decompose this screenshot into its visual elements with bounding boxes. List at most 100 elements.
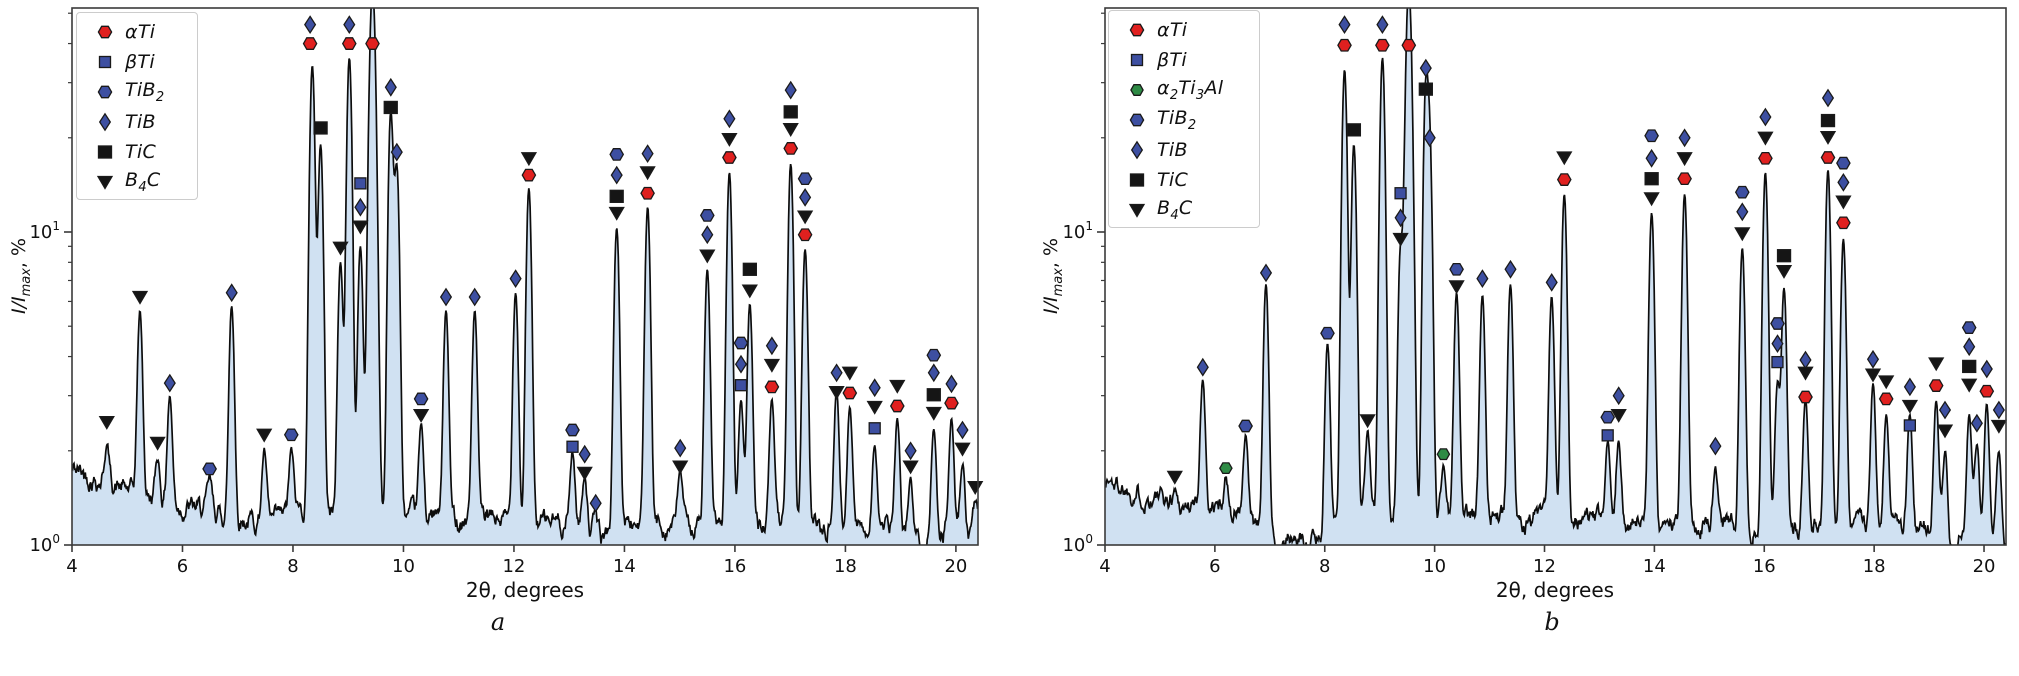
legend-item: TiB2 xyxy=(85,77,197,107)
beta-ti-marker-icon xyxy=(566,440,579,453)
legend-item-label: βTi xyxy=(1157,49,1187,71)
b4c-marker-icon xyxy=(1961,378,1978,393)
tib-marker-icon xyxy=(578,444,591,464)
x-tick-label: 6 xyxy=(1209,556,1220,577)
panel-a-xaxis-title: 2θ, degrees xyxy=(465,578,585,602)
tib2-marker-icon xyxy=(202,462,217,476)
tic-marker-icon xyxy=(783,105,798,119)
red-legend-marker-icon xyxy=(1117,18,1157,42)
x-tick-label: 10 xyxy=(1423,556,1446,577)
legend-item-label: TiB xyxy=(125,111,156,133)
panel-b-xaxis-title: 2θ, degrees xyxy=(1495,578,1615,602)
b4c-marker-icon xyxy=(1643,192,1660,207)
tib-marker-icon xyxy=(927,363,940,383)
b4c-marker-icon xyxy=(1928,357,1945,372)
b4c-marker-icon xyxy=(782,123,799,137)
alpha-ti-marker-icon xyxy=(1337,38,1352,52)
tib-marker-icon xyxy=(1423,128,1436,148)
tib2-marker-icon xyxy=(699,209,715,222)
tib-marker-icon xyxy=(1736,202,1749,222)
x-tick-label: 10 xyxy=(392,556,415,577)
b4c-marker-icon xyxy=(520,152,538,167)
x-tick-label: 20 xyxy=(944,556,967,577)
tib2-marker-icon xyxy=(97,85,113,99)
b4c-marker-icon xyxy=(1166,470,1183,485)
tib-marker-icon xyxy=(904,441,917,461)
alpha-ti-marker-icon xyxy=(1375,38,1390,52)
b4c-marker-icon xyxy=(1359,414,1376,429)
tib-marker-icon xyxy=(468,287,481,307)
tib-marker-icon xyxy=(225,283,238,303)
beta-ti-marker-icon xyxy=(734,379,748,392)
b4c-marker-icon xyxy=(1448,280,1465,295)
legend-marker-svg xyxy=(97,85,113,99)
tib-marker-icon xyxy=(1612,386,1625,406)
xrd-curve-fill xyxy=(72,8,978,545)
tib2-marker-icon xyxy=(926,348,942,362)
tic-marker-icon xyxy=(1820,113,1836,128)
tib2-marker-icon xyxy=(283,428,299,442)
b4c-marker-icon xyxy=(1676,152,1693,167)
tic-marker-icon xyxy=(313,121,328,135)
panel-a-legend: αTi βTi TiB2 TiB TiC B4C xyxy=(76,12,198,200)
tib-marker-icon xyxy=(1645,148,1658,168)
tib-marker-icon xyxy=(1980,359,1993,379)
b4c-marker-icon xyxy=(1610,408,1627,423)
alpha-ti-marker-icon xyxy=(842,386,858,400)
tic-marker-icon xyxy=(742,262,757,276)
b4c-marker-icon xyxy=(1128,203,1146,218)
legend-marker-svg xyxy=(97,145,113,159)
tib-marker-icon xyxy=(589,493,602,513)
b4c-marker-icon xyxy=(841,366,858,381)
alpha-ti-marker-icon xyxy=(722,151,737,164)
tib2-marker-icon xyxy=(1129,113,1145,127)
legend-marker-svg xyxy=(1128,203,1146,218)
tic-marker-icon xyxy=(1418,82,1433,96)
alpha-ti-marker-icon xyxy=(1677,172,1692,186)
tib-marker-icon xyxy=(509,269,522,288)
legend-marker-svg xyxy=(1130,84,1144,96)
tib-marker-icon xyxy=(1963,337,1976,357)
tib-marker-icon xyxy=(784,80,797,100)
tri-legend-marker-icon xyxy=(1117,198,1157,222)
xrd-curve-fill xyxy=(1105,8,2006,545)
x-tick-label: 12 xyxy=(1533,556,1556,577)
tib-marker-icon xyxy=(1709,436,1722,456)
panel-a-yaxis-title: I/Imax, % xyxy=(8,237,34,315)
tic-marker-icon xyxy=(1776,249,1792,263)
xrd-curve-line xyxy=(1105,8,2006,545)
tib2-marker-icon xyxy=(1836,156,1851,170)
alpha-ti-marker-icon xyxy=(1129,23,1145,37)
b4c-marker-icon xyxy=(1392,232,1409,247)
tib-marker-icon xyxy=(1866,349,1880,369)
alpha-ti-marker-icon xyxy=(97,25,113,39)
tib2-marker-icon xyxy=(1238,419,1253,433)
x-tick-label: 4 xyxy=(66,556,77,577)
legend-item-label: B4C xyxy=(125,169,161,195)
bti-legend-marker-icon xyxy=(1117,48,1157,72)
legend-item: βTi xyxy=(85,47,197,77)
b4c-marker-icon xyxy=(608,206,625,221)
alpha-ti-marker-icon xyxy=(365,37,380,50)
b4c-marker-icon xyxy=(1757,131,1774,146)
b4c-marker-icon xyxy=(412,408,430,423)
legend-item: TiB xyxy=(85,107,197,137)
legend-marker-svg xyxy=(1130,53,1144,67)
b4c-marker-icon xyxy=(96,175,114,190)
tib2-marker-icon xyxy=(413,392,429,406)
tib-marker-icon xyxy=(1938,400,1952,420)
legend-item: B4C xyxy=(85,167,197,197)
b4c-marker-icon xyxy=(763,358,781,373)
tib2-marker-icon xyxy=(1734,185,1750,199)
tib-marker-icon xyxy=(1419,58,1432,78)
tib-marker-icon xyxy=(734,354,748,374)
tic-legend-marker-icon xyxy=(85,140,125,164)
tib-marker-icon xyxy=(1376,15,1389,34)
alpha2ti3al-marker-icon xyxy=(1130,84,1144,96)
tib-marker-icon xyxy=(799,188,812,207)
tib-marker-icon xyxy=(1903,377,1916,397)
beta-ti-marker-icon xyxy=(354,177,367,190)
legend-item: αTi xyxy=(85,17,197,47)
legend-marker-svg xyxy=(96,175,114,190)
